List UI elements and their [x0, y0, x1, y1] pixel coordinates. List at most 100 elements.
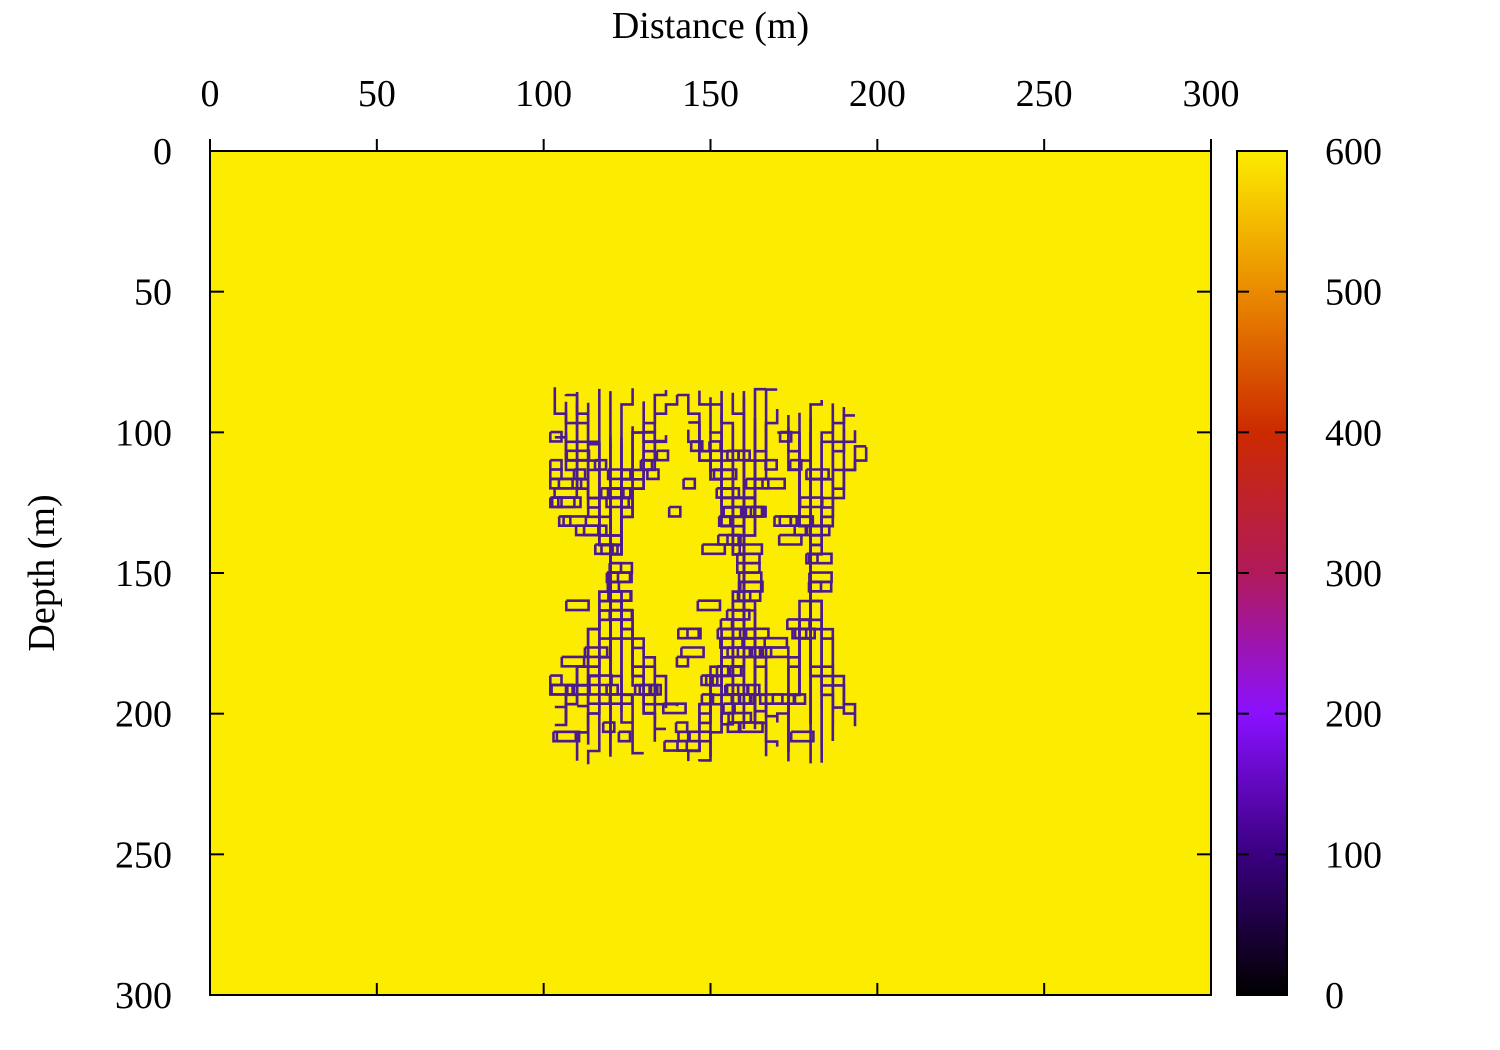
- anomaly-cell: [715, 665, 730, 677]
- anomaly-cell: [646, 468, 660, 481]
- anomaly-cell: [607, 590, 633, 602]
- anomaly-cell: [560, 655, 586, 668]
- anomaly-cell: [557, 515, 572, 527]
- anomaly-cell: [798, 496, 824, 509]
- anomaly-cell: [617, 730, 632, 743]
- x-tick-label: 200: [849, 73, 906, 115]
- anomaly-cell: [758, 646, 773, 659]
- anomaly-cell: [700, 674, 714, 687]
- anomaly-cell: [677, 730, 691, 743]
- x-tick-label: 50: [358, 73, 396, 115]
- colorbar-tick-label: 0: [1325, 975, 1344, 1017]
- x-tick-label: 0: [201, 73, 220, 115]
- anomaly-cell: [805, 552, 819, 565]
- anomaly-cell: [807, 580, 833, 593]
- anomaly-cell: [680, 646, 705, 659]
- anomaly-strand-upper: [809, 447, 868, 573]
- anomaly-cell: [789, 515, 815, 527]
- anomaly-cell: [686, 627, 700, 640]
- anomaly-strand-lower: [809, 573, 855, 715]
- anomaly-cell: [696, 599, 722, 612]
- colorbar: 0 100 200 300 400 500 600: [1236, 131, 1382, 1017]
- anomaly-cell: [587, 693, 612, 705]
- anomaly-cell: [701, 543, 727, 556]
- anomaly-cell: [738, 543, 764, 556]
- x-tick-label: 300: [1183, 73, 1240, 115]
- anomaly-cell: [608, 608, 634, 621]
- anomaly-cell: [605, 496, 630, 509]
- y-tick-label: 250: [115, 834, 172, 876]
- x-tick-label: 250: [1016, 73, 1073, 115]
- anomaly-cell: [739, 721, 764, 734]
- anomaly-cell: [638, 683, 653, 696]
- anomaly-cell: [676, 739, 701, 752]
- anomaly-cell: [565, 449, 591, 462]
- anomaly-cell: [642, 430, 656, 443]
- y-axis: 0 50 100 150 200 250 300: [115, 131, 1211, 1017]
- anomaly-cell: [700, 693, 715, 705]
- y-tick-label: 50: [134, 272, 172, 314]
- anomaly-cell: [805, 468, 830, 481]
- x-axis-title: Distance (m): [612, 5, 809, 47]
- anomaly-cell: [808, 552, 833, 565]
- anomaly-cell: [753, 505, 767, 518]
- y-tick-label: 200: [115, 694, 172, 736]
- x-tick-label: 150: [682, 73, 739, 115]
- anomaly-cell: [761, 477, 786, 490]
- colorbar-tick-label: 600: [1325, 131, 1382, 173]
- anomaly-cell: [594, 543, 619, 556]
- anomaly-cell: [662, 702, 687, 715]
- anomaly-cell: [728, 665, 743, 677]
- anomaly-cell: [764, 458, 778, 471]
- anomaly-cell: [763, 636, 789, 649]
- colorbar-tick-label: 500: [1325, 272, 1382, 314]
- anomaly-cell: [788, 458, 803, 471]
- y-tick-label: 300: [115, 975, 172, 1017]
- anomaly-cell: [606, 468, 632, 481]
- anomaly-cell: [791, 627, 816, 640]
- anomaly-cell: [583, 646, 609, 659]
- y-tick-label: 0: [153, 131, 172, 173]
- anomaly-cell: [555, 730, 581, 743]
- anomaly-cell: [792, 693, 807, 705]
- y-tick-label: 100: [115, 412, 172, 454]
- anomaly-cell: [572, 468, 587, 481]
- anomaly-cell: [778, 430, 793, 443]
- colorbar-tick-label: 200: [1325, 694, 1382, 736]
- anomaly-cell: [736, 561, 761, 574]
- anomaly-cell: [655, 449, 670, 462]
- anomaly-cell: [549, 430, 563, 443]
- anomaly-cell: [593, 458, 608, 471]
- anomaly-cell: [557, 477, 583, 490]
- anomaly-cell: [686, 730, 712, 743]
- anomaly-cell: [738, 693, 753, 705]
- x-axis: 0 50 100 150 200 250 300: [201, 73, 1240, 995]
- anomaly-cell: [667, 505, 682, 518]
- anomaly-cell: [737, 449, 751, 462]
- colorbar-tick-label: 100: [1325, 834, 1382, 876]
- anomaly-cell: [708, 440, 722, 453]
- anomaly-cell: [689, 440, 704, 453]
- y-tick-label: 150: [115, 553, 172, 595]
- anomaly-cell: [758, 693, 784, 705]
- heatmap-background: [210, 151, 1211, 995]
- anomaly-cell: [549, 458, 563, 471]
- anomaly-cell: [549, 683, 574, 696]
- anomaly-cell: [725, 608, 751, 621]
- anomaly-cell: [712, 468, 738, 481]
- plot-area: [210, 151, 1211, 995]
- anomaly-cell: [717, 515, 732, 527]
- anomaly-cell: [744, 477, 770, 490]
- anomaly-cell: [719, 636, 744, 649]
- anomaly-pattern: [549, 387, 868, 765]
- anomaly-cell: [550, 496, 576, 509]
- anomaly-strand-upper: [609, 395, 679, 573]
- colorbar-tick-label: 300: [1325, 553, 1382, 595]
- anomaly-cell: [565, 599, 590, 612]
- anomaly-cell: [601, 721, 616, 734]
- anomaly-cell: [726, 533, 740, 546]
- y-axis-title: Depth (m): [21, 494, 63, 651]
- anomaly-cell: [682, 477, 697, 490]
- anomaly-cell: [789, 730, 815, 743]
